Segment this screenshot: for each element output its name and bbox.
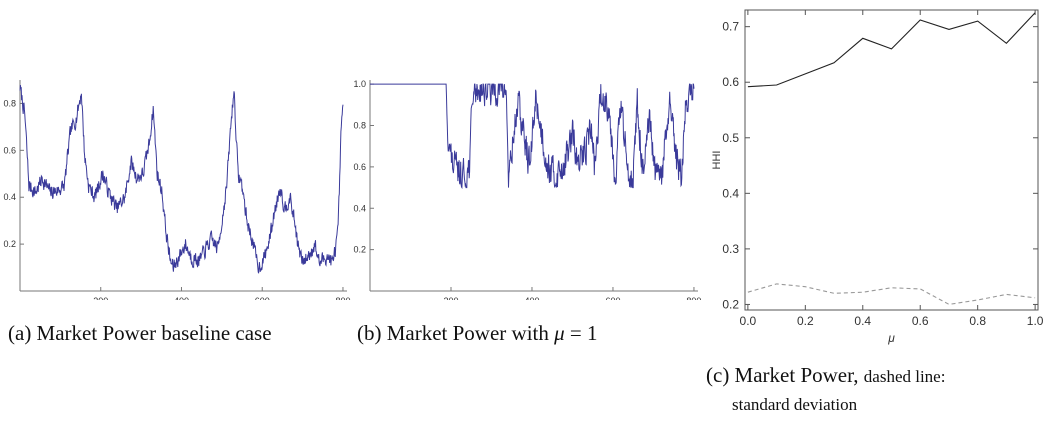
chart-c-x-label: μ: [887, 331, 895, 345]
chart-c-series-std: [747, 283, 1036, 305]
chart-a-x-tick-label: 600: [255, 296, 270, 300]
chart-b-y-tick-label: 1.0: [353, 79, 366, 89]
caption-c-prefix: (c) Market Power,: [706, 363, 859, 387]
chart-c-x-tick-label: 0.6: [912, 314, 929, 328]
chart-b-y-tick-label: 0.2: [353, 245, 366, 255]
chart-b-x-tick-label: 200: [443, 296, 458, 300]
caption-b-suffix: = 1: [569, 321, 598, 345]
chart-a-y-tick-label: 0.8: [3, 98, 16, 108]
chart-b: 200 400 600 800 0.2 0.4 0.6 0.8 1.0: [353, 79, 701, 300]
caption-b-mu: μ: [554, 321, 565, 345]
caption-a-text: (a) Market Power baseline case: [8, 321, 272, 345]
chart-a-x-tick-label: 400: [174, 296, 189, 300]
chart-c-y-tick-label: 0.4: [722, 186, 739, 200]
chart-a-y-tick-label: 0.4: [3, 192, 16, 202]
chart-c-y-tick-label: 0.5: [722, 131, 739, 145]
chart-a-x-tick-label: 800: [335, 296, 350, 300]
chart-c-y-tick-label: 0.2: [722, 297, 739, 311]
chart-a-x-tick-label: 200: [93, 296, 108, 300]
chart-a-y-tick-label: 0.6: [3, 145, 16, 155]
caption-b-prefix: (b) Market Power with: [357, 321, 549, 345]
chart-c-y-label: HHI: [711, 151, 723, 170]
chart-b-y-tick-label: 0.6: [353, 162, 366, 172]
chart-a: 200 400 600 800 0.2 0.4 0.6 0.8: [3, 80, 350, 300]
chart-b-x-tick-label: 800: [686, 296, 701, 300]
chart-b-series-line: [370, 83, 695, 190]
chart-c-x-tick-label: 0.4: [854, 314, 871, 328]
caption-a: (a) Market Power baseline case: [8, 320, 272, 346]
chart-b-y-tick-label: 0.8: [353, 121, 366, 131]
caption-b: (b) Market Power with μ = 1: [357, 320, 598, 346]
chart-b-y-tick-label: 0.4: [353, 203, 366, 213]
chart-c-x-tick-label: 0.8: [969, 314, 986, 328]
caption-c: (c) Market Power, dashed line: standard …: [706, 362, 945, 418]
chart-c-x-tick-label: 0.2: [797, 314, 814, 328]
caption-c-small1: dashed line:: [863, 367, 946, 386]
chart-c-x-tick-label: 0.0: [740, 314, 757, 328]
caption-c-line1: (c) Market Power, dashed line:: [706, 362, 945, 390]
chart-c-x-tick-label: 1.0: [1027, 314, 1044, 328]
chart-c-frame: [744, 9, 1039, 311]
caption-c-line2: standard deviation: [706, 390, 945, 418]
chart-c-y-tick-label: 0.6: [722, 75, 739, 89]
chart-c-y-tick-label: 0.3: [722, 242, 739, 256]
chart-c-series-hhi: [747, 12, 1036, 88]
chart-b-x-tick-label: 600: [605, 296, 620, 300]
chart-a-y-tick-label: 0.2: [3, 239, 16, 249]
caption-c-small2: standard deviation: [732, 395, 858, 414]
chart-a-series-line: [19, 84, 344, 274]
chart-b-x-tick-label: 400: [524, 296, 539, 300]
chart-c-y-tick-label: 0.7: [722, 20, 739, 34]
